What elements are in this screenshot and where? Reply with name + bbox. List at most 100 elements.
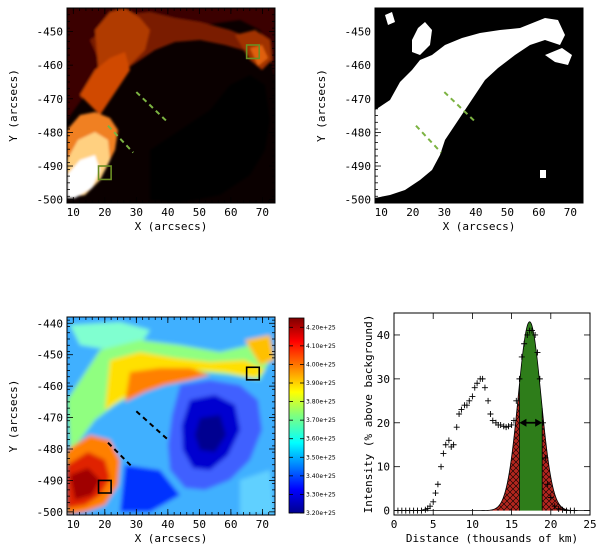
data-point	[485, 397, 492, 404]
gaussian-curve	[394, 321, 590, 512]
cut-line	[107, 442, 134, 469]
data-point	[418, 507, 425, 514]
mask-map-frame	[374, 7, 584, 204]
data-point	[532, 331, 539, 338]
data-point	[508, 421, 515, 428]
gaussian-left-wing	[484, 384, 520, 511]
x-tick-label: 15	[505, 518, 518, 531]
x-tick-label: 10	[466, 518, 479, 531]
y-tick-label: -440	[37, 317, 64, 330]
y-axis-label: Y (arcsecs)	[315, 69, 328, 142]
colorbar-tick-label: 3.40e+25	[306, 473, 336, 480]
region-box	[97, 165, 112, 181]
fwhm-arrow-head-right	[535, 418, 543, 427]
x-tick-label: 60	[532, 206, 545, 219]
region-box	[245, 44, 261, 60]
data-point	[438, 463, 445, 470]
y-axis-label: Y (arcsecs)	[7, 69, 20, 142]
data-point	[536, 375, 543, 382]
y-tick-label: -500	[37, 506, 64, 519]
colorbar-tick-label: 3.80e+25	[306, 399, 336, 406]
x-tick-label: 70	[256, 206, 269, 219]
region-box	[97, 479, 112, 494]
y-tick-label: -500	[345, 194, 372, 207]
data-point	[510, 417, 517, 424]
data-point	[466, 397, 473, 404]
data-point	[456, 411, 463, 417]
data-point	[469, 393, 476, 400]
data-point	[521, 340, 528, 347]
data-point	[518, 353, 525, 360]
y-tick-label: -500	[37, 194, 64, 207]
x-axis-label: X (arcsecs)	[135, 532, 208, 545]
data-point	[524, 331, 531, 338]
y-axis-label: Intensity (% above background)	[362, 315, 375, 514]
x-tick-label: 60	[224, 518, 237, 531]
x-tick-label: 20	[98, 518, 111, 531]
x-tick-label: 30	[130, 206, 143, 219]
y-tick-label: -460	[37, 59, 64, 72]
fwhm-arrow	[519, 418, 543, 427]
y-tick-label: -450	[37, 349, 64, 362]
data-point	[432, 490, 439, 497]
x-tick-label: 50	[501, 206, 514, 219]
y-tick-label: 30	[377, 373, 390, 386]
intensity-map-axes: 10 20 30 40 50 60 70 -500 -490 -480 -470 -460 -450 X …	[7, 7, 276, 233]
density-map-frame	[66, 316, 276, 516]
data-point	[474, 380, 481, 387]
x-tick-label: 5	[430, 518, 437, 531]
colorbar-tick-label: 3.60e+25	[306, 436, 336, 443]
y-tick-label: 10	[377, 461, 390, 474]
x-tick-label: 60	[224, 206, 237, 219]
x-tick-label: 10	[67, 206, 80, 219]
gaussian-right-wing	[542, 407, 576, 511]
profile-plot-frame	[393, 312, 591, 516]
mask-map-image	[375, 12, 572, 198]
y-tick-label: -470	[345, 93, 372, 106]
x-tick-label: 20	[406, 206, 419, 219]
data-point	[440, 450, 447, 457]
fwhm-arrow-head-left	[519, 418, 527, 427]
colorbar-ticks: 3.20e+25 3.30e+25 3.40e+25 3.50e+25 3.60e+25…	[289, 324, 336, 517]
colorbar-tick-label: 4.20e+25	[306, 324, 336, 331]
data-point	[430, 498, 437, 505]
colorbar-tick-label: 3.50e+25	[306, 454, 336, 461]
y-tick-label: 0	[383, 505, 390, 518]
y-tick-label: 20	[377, 417, 390, 430]
data-point	[559, 506, 566, 513]
x-tick-label: 50	[193, 518, 206, 531]
x-axis-label: X (arcsecs)	[443, 220, 516, 233]
profile-data-points	[394, 327, 578, 514]
colorbar-tick-label: 3.70e+25	[306, 417, 336, 424]
data-point	[528, 327, 535, 334]
x-axis-label: X (arcsecs)	[135, 220, 208, 233]
data-point	[463, 402, 470, 409]
data-point	[516, 375, 523, 382]
y-tick-label: -490	[37, 160, 64, 173]
gaussian-fit	[394, 321, 590, 512]
mask-map-panel: 10 20 30 40 50 60 70 -500 -490 -480 -470 -460 -450 X …	[315, 7, 584, 233]
y-tick-label: -460	[37, 380, 64, 393]
profile-plot-panel: 0 5 10 15 20 25 0 10 20 30 40 Distance (thousands o…	[362, 312, 597, 545]
x-tick-label: 20	[98, 206, 111, 219]
colorbar	[288, 317, 305, 514]
colorbar-tick-label: 4.00e+25	[306, 361, 336, 368]
data-point	[505, 423, 512, 430]
data-point	[571, 507, 578, 514]
x-tick-label: 0	[391, 518, 398, 531]
x-tick-label: 70	[564, 206, 577, 219]
y-axis-label: Y (arcsecs)	[7, 380, 20, 453]
data-point	[442, 441, 449, 448]
x-tick-label: 25	[583, 518, 596, 531]
y-tick-label: 40	[377, 329, 390, 342]
colorbar-tick-label: 3.90e+25	[306, 380, 336, 387]
y-tick-label: -450	[345, 26, 372, 39]
y-tick-label: -490	[345, 160, 372, 173]
y-tick-label: -460	[345, 59, 372, 72]
colorbar-tick-label: 3.30e+25	[306, 491, 336, 498]
y-tick-label: -480	[37, 443, 64, 456]
x-tick-label: 40	[469, 206, 482, 219]
density-map-image	[67, 317, 275, 515]
data-point	[497, 421, 504, 428]
x-axis-label: Distance (thousands of km)	[406, 532, 578, 545]
